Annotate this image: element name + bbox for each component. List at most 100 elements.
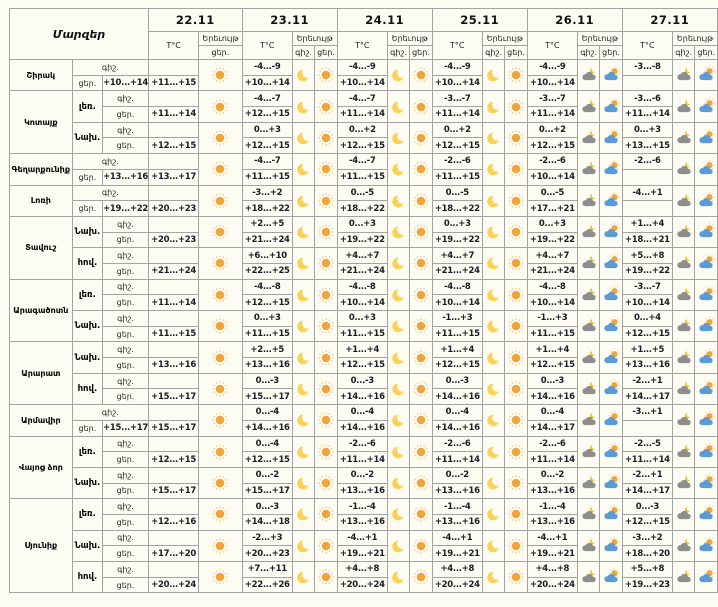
temp-day-cell: +13...+16 bbox=[621, 357, 673, 374]
temp-night-cell: +6...+10 bbox=[241, 247, 293, 264]
night-icon-cell bbox=[386, 184, 411, 217]
cloud-moon-icon bbox=[677, 255, 692, 269]
sun-icon bbox=[413, 569, 429, 585]
cloud-sun-icon bbox=[699, 348, 716, 363]
temp-day-cell: +14...+16 bbox=[336, 388, 388, 406]
temp-day-cell: +18...+20 bbox=[621, 545, 673, 562]
temp-day-cell: +12...+15 bbox=[336, 137, 388, 155]
temp-day-cell: +11...+15 bbox=[147, 74, 200, 92]
moon-icon bbox=[296, 256, 312, 270]
day-icon-cell bbox=[314, 278, 338, 312]
temp-night-cell: 0...-3 bbox=[431, 372, 483, 390]
night-icon-cell bbox=[481, 58, 506, 92]
temp-day-cell: +12...+16 bbox=[147, 513, 200, 531]
temp-day-cell: +10...+14 bbox=[336, 294, 388, 311]
moon-icon bbox=[296, 130, 312, 145]
sun-icon bbox=[508, 444, 524, 460]
temp-column-header: T°C bbox=[241, 31, 293, 60]
moon-icon bbox=[296, 413, 312, 427]
temp-day-cell: +10...+14 bbox=[431, 294, 483, 311]
moon-icon bbox=[296, 444, 312, 458]
temp-night-cell: 0...-3 bbox=[336, 372, 388, 390]
sun-icon bbox=[212, 569, 228, 585]
temp-day-cell: +15...+17 bbox=[147, 419, 200, 437]
temp-day-cell: +20...+23 bbox=[241, 545, 293, 562]
temp-night-cell: 0...-3 bbox=[241, 372, 293, 390]
temp-day-cell: +17...+20 bbox=[147, 545, 200, 562]
day-icon-cell bbox=[198, 372, 243, 406]
moon-icon bbox=[391, 287, 407, 302]
night-icon-cell bbox=[386, 215, 411, 249]
day-icon-cell bbox=[314, 58, 338, 92]
cloud-moon-icon bbox=[677, 223, 692, 238]
phenomenon-column-header: Երեւույթ bbox=[291, 31, 338, 46]
temp-night-cell: 0...-5 bbox=[526, 184, 578, 202]
night-icon-cell bbox=[576, 404, 601, 437]
sun-icon bbox=[318, 224, 334, 240]
night-row: Տավուշ Նախ. գիշ. +2...+5 0...+3 0...+3 0...+3 +… bbox=[9, 215, 718, 280]
temp-night-cell: 0...-2 bbox=[526, 466, 578, 484]
moon-icon bbox=[486, 193, 502, 207]
day-icon-cell bbox=[314, 215, 338, 249]
cloud-sun-icon bbox=[699, 316, 716, 332]
day-icon-cell bbox=[409, 372, 433, 406]
day-icon-cell bbox=[504, 278, 528, 312]
sun-icon bbox=[318, 161, 334, 177]
temp-night-cell: 0...-3 bbox=[241, 498, 293, 515]
cloud-sun-icon bbox=[604, 567, 621, 583]
sun-icon bbox=[318, 349, 334, 366]
day-label: ցեր. bbox=[71, 200, 104, 217]
cloud-moon-icon bbox=[582, 255, 597, 269]
night-icon-cell bbox=[671, 153, 696, 186]
temp-day-cell: +21...+24 bbox=[431, 262, 483, 280]
zone-label: լեռ. bbox=[71, 435, 104, 468]
cloud-sun-icon bbox=[699, 254, 716, 269]
temp-day-cell: +12...+15 bbox=[241, 451, 293, 468]
sun-icon bbox=[413, 506, 429, 523]
night-icon-cell bbox=[671, 529, 696, 563]
day-icon-cell bbox=[504, 341, 528, 374]
sun-icon bbox=[212, 255, 228, 272]
day-icon-cell bbox=[198, 435, 243, 468]
temp-night-cell: 0...-2 bbox=[431, 466, 483, 484]
sun-icon bbox=[318, 506, 334, 523]
day-row: ցեր. +11...+14 +12...+15 +11...+14 +11...+14… bbox=[10, 106, 718, 123]
day-subheader: ցեր. bbox=[599, 45, 623, 60]
cloud-sun-icon bbox=[604, 410, 621, 426]
region-name: Տավուշ bbox=[9, 215, 73, 280]
temp-night-cell: -4...-7 bbox=[336, 153, 388, 170]
temp-night-cell: +2...+5 bbox=[241, 341, 293, 359]
day-label: ցեր. bbox=[102, 576, 149, 594]
sun-icon bbox=[508, 98, 524, 115]
moon-icon bbox=[391, 507, 407, 521]
temp-day-cell: +12...+15 bbox=[241, 294, 293, 311]
night-icon-cell bbox=[576, 372, 601, 406]
night-row: Շիրակ գիշ. -4...-9 -4...-9 -4...-9 -4...-9 -3.… bbox=[9, 58, 718, 92]
day-icon-cell bbox=[694, 153, 718, 186]
night-icon-cell bbox=[291, 184, 316, 217]
night-icon-cell bbox=[671, 498, 696, 531]
temp-night-cell: -4...+1 bbox=[526, 529, 578, 547]
temp-night-cell: +2...+5 bbox=[241, 215, 293, 233]
sun-icon bbox=[212, 318, 228, 334]
night-row: Լոռի գիշ. -3...+2 0...-5 0...-5 0...-5 -4...+1 bbox=[9, 184, 718, 217]
temp-night-cell: -4...+1 bbox=[336, 529, 388, 547]
cloud-moon-icon bbox=[582, 286, 597, 300]
temp-column-header: T°C bbox=[621, 31, 673, 60]
night-icon-cell bbox=[481, 529, 506, 563]
night-icon-cell bbox=[481, 404, 506, 437]
temp-day-cell: +11...+15 bbox=[431, 325, 483, 343]
sun-icon bbox=[413, 287, 429, 303]
cloud-sun-icon bbox=[604, 348, 621, 363]
moon-icon bbox=[296, 162, 312, 176]
day-label: ցեր. bbox=[102, 106, 149, 123]
sun-icon bbox=[212, 381, 228, 397]
temp-night-cell bbox=[147, 529, 200, 547]
night-icon-cell bbox=[291, 466, 316, 500]
night-label: գիշ. bbox=[102, 435, 149, 453]
temp-day-cell: +11...+15 bbox=[241, 325, 293, 343]
moon-icon bbox=[486, 413, 502, 427]
day-icon-cell bbox=[504, 560, 528, 594]
day-icon-cell bbox=[409, 560, 433, 594]
temp-night-cell: 0...+4 bbox=[621, 310, 673, 327]
